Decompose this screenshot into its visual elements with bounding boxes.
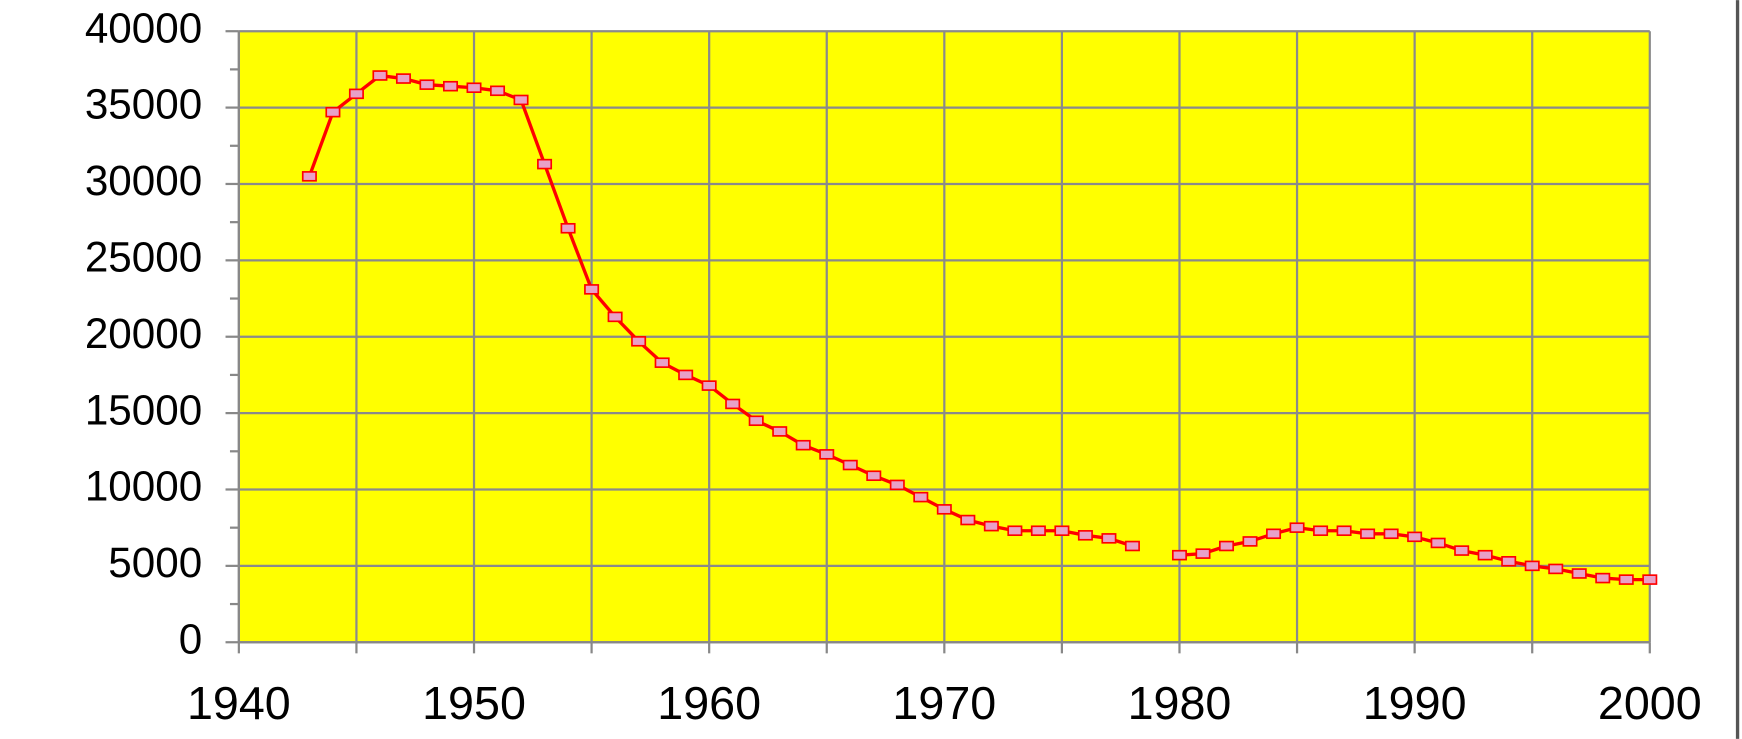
data-point [1336,525,1352,537]
data-point [1548,563,1564,575]
x-tick-label: 1940 [187,677,291,729]
data-point [537,158,553,170]
data-point [584,284,600,295]
data-point [560,222,576,234]
data-point [795,439,811,451]
data-point [1454,545,1470,556]
data-point [701,380,717,391]
x-tick-label: 1960 [657,677,761,729]
data-point [725,398,741,410]
y-tick-label: 15000 [85,386,202,433]
data-point [913,491,929,503]
data-point [678,369,694,381]
data-point [1313,525,1329,537]
data-point [1171,549,1187,561]
data-point [490,85,506,97]
data-point [1054,525,1070,537]
y-tick-label: 40000 [85,4,202,51]
data-point [654,357,670,368]
y-tick-label: 20000 [85,310,202,357]
data-point [1407,531,1423,543]
data-point [1124,540,1140,552]
data-point [1077,530,1093,541]
data-point [1430,537,1446,549]
data-point [1242,536,1258,547]
data-point [889,479,905,491]
data-point [325,106,341,118]
data-point [748,415,764,427]
y-tick-label: 0 [179,615,202,662]
y-tick-label: 25000 [85,234,202,281]
data-point [772,426,788,437]
data-point [1030,525,1046,537]
x-tick-label: 1990 [1363,677,1467,729]
data-point [842,459,858,471]
y-tick-label: 10000 [85,463,202,510]
data-point [607,311,623,323]
data-point [1007,525,1023,537]
data-point [1642,574,1658,585]
x-tick-label: 1980 [1128,677,1232,729]
data-point [936,504,952,515]
data-point [466,82,482,94]
data-point [983,520,999,532]
data-point [1289,522,1305,533]
data-point [513,94,529,106]
data-point [819,449,835,460]
data-point [1101,533,1117,544]
x-tick-label: 1970 [892,677,996,729]
data-point [1266,528,1282,540]
data-point [372,70,388,81]
data-point [348,88,364,100]
data-point [1195,548,1211,559]
data-point [1383,528,1399,540]
data-point [631,336,647,347]
x-tick-label: 1950 [422,677,526,729]
data-point [301,171,317,182]
data-point [1501,556,1517,567]
data-point [1360,528,1376,540]
data-point [1477,549,1493,561]
data-point [1595,572,1611,584]
data-point [1618,574,1634,585]
y-tick-label: 5000 [108,539,202,586]
data-point [960,514,976,526]
y-tick-label: 30000 [85,157,202,204]
data-point [1219,540,1235,552]
y-tick-label: 35000 [85,81,202,128]
data-point [1524,560,1540,572]
data-point [866,470,882,482]
data-point [442,80,458,92]
data-point [395,73,411,84]
data-point [419,79,435,90]
x-tick-label: 2000 [1598,677,1702,729]
data-point [1571,568,1587,579]
